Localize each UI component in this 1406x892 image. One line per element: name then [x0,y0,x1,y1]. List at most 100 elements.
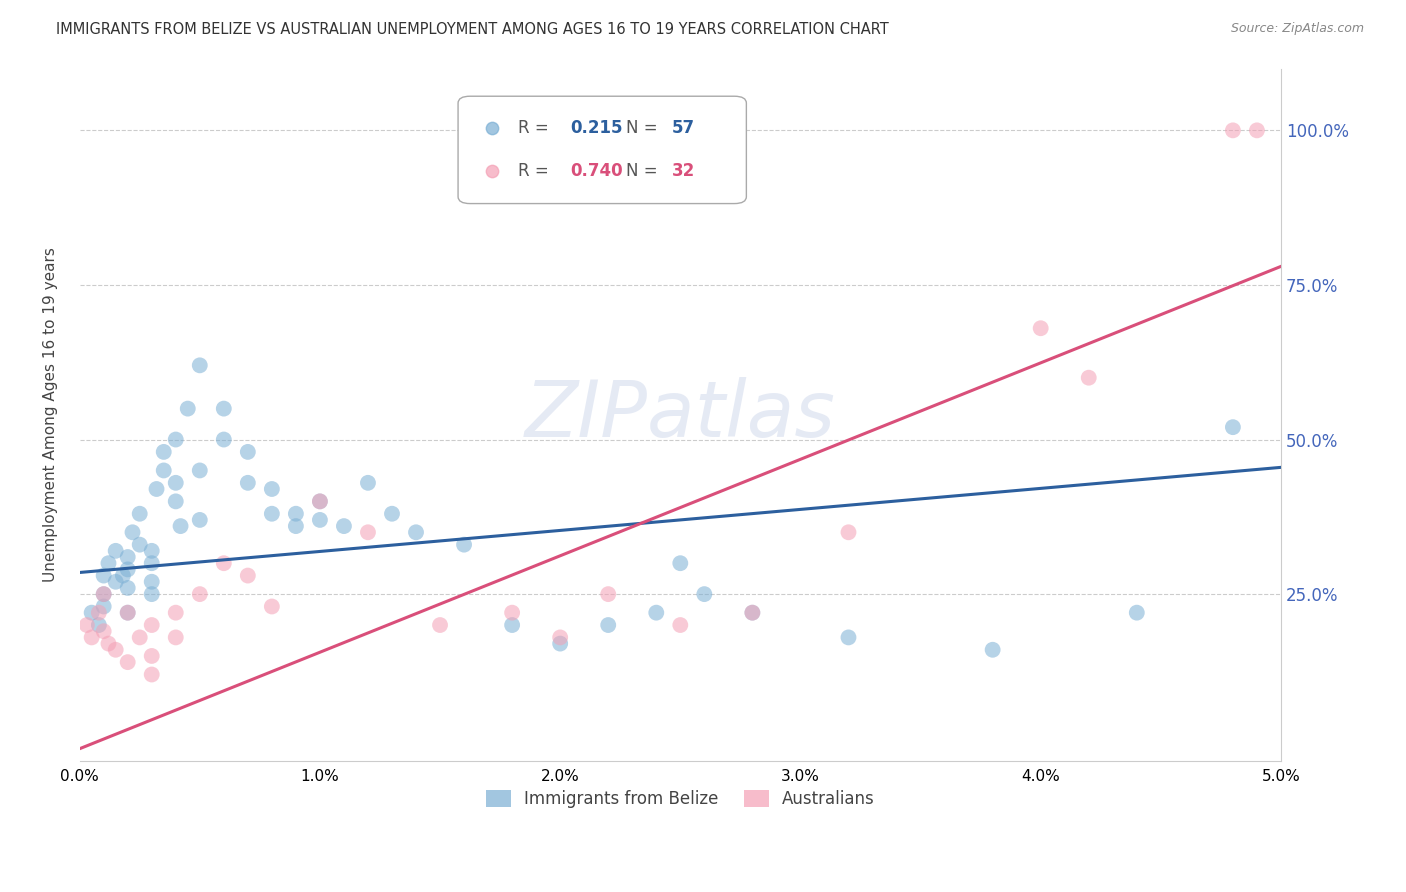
Text: N =: N = [626,162,664,180]
Point [152,463,174,477]
Y-axis label: Unemployment Among Ages 16 to 19 years: Unemployment Among Ages 16 to 19 years [44,247,58,582]
Point [93,568,115,582]
Point [80,606,103,620]
Point [104,544,127,558]
Point [165,606,187,620]
Point [1126,606,1149,620]
Point [645,606,668,620]
Text: Source: ZipAtlas.com: Source: ZipAtlas.com [1230,22,1364,36]
Point [93,599,115,614]
Point [169,519,191,533]
Point [284,519,307,533]
Point [212,401,235,416]
Point [1222,420,1244,434]
Point [837,525,859,540]
Point [1077,370,1099,384]
Point [837,631,859,645]
Point [188,587,211,601]
Text: 0.740: 0.740 [569,162,623,180]
Point [1222,123,1244,137]
Point [141,544,163,558]
Point [188,463,211,477]
Point [141,556,163,570]
Point [453,538,475,552]
Point [97,556,120,570]
Text: ZIPatlas: ZIPatlas [524,376,835,453]
Point [188,513,211,527]
Text: R =: R = [519,120,554,137]
Point [165,631,187,645]
Point [117,562,139,576]
Point [93,624,115,639]
Point [548,631,571,645]
Point [236,568,259,582]
Point [128,507,150,521]
Point [1246,123,1268,137]
Point [87,618,110,632]
Point [598,618,620,632]
Point [381,507,404,521]
Point [501,618,523,632]
Point [177,401,200,416]
Point [128,631,150,645]
Point [141,587,163,601]
Point [309,513,332,527]
Text: R =: R = [519,162,554,180]
Point [117,606,139,620]
Point [152,445,174,459]
Point [117,549,139,564]
Point [236,475,259,490]
Point [212,433,235,447]
Point [188,359,211,373]
Point [141,618,163,632]
Point [741,606,763,620]
Text: 0.215: 0.215 [569,120,623,137]
Point [104,642,127,657]
Point [165,475,187,490]
Point [141,667,163,681]
Point [93,587,115,601]
Text: IMMIGRANTS FROM BELIZE VS AUSTRALIAN UNEMPLOYMENT AMONG AGES 16 TO 19 YEARS CORR: IMMIGRANTS FROM BELIZE VS AUSTRALIAN UNE… [56,22,889,37]
Point [117,581,139,595]
Point [741,606,763,620]
Point [260,482,283,496]
Point [121,525,143,540]
Point [128,538,150,552]
Point [212,556,235,570]
Point [309,494,332,508]
Point [284,507,307,521]
Point [93,587,115,601]
Point [104,574,127,589]
Text: 32: 32 [672,162,695,180]
Point [145,482,167,496]
Point [1029,321,1052,335]
Point [260,507,283,521]
Point [693,587,716,601]
FancyBboxPatch shape [458,96,747,203]
Point [76,618,98,632]
Point [87,606,110,620]
Point [141,574,163,589]
Point [165,433,187,447]
Text: N =: N = [626,120,664,137]
Point [141,648,163,663]
Point [236,445,259,459]
Point [357,525,380,540]
Point [669,556,692,570]
Point [405,525,427,540]
Point [333,519,356,533]
Point [117,606,139,620]
Point [598,587,620,601]
Point [501,606,523,620]
Point [97,637,120,651]
Point [981,642,1004,657]
Point [111,568,134,582]
Point [80,631,103,645]
Point [357,475,380,490]
Legend: Immigrants from Belize, Australians: Immigrants from Belize, Australians [479,783,882,815]
Point [429,618,451,632]
Point [165,494,187,508]
Text: 57: 57 [672,120,695,137]
Point [548,637,571,651]
Point [260,599,283,614]
